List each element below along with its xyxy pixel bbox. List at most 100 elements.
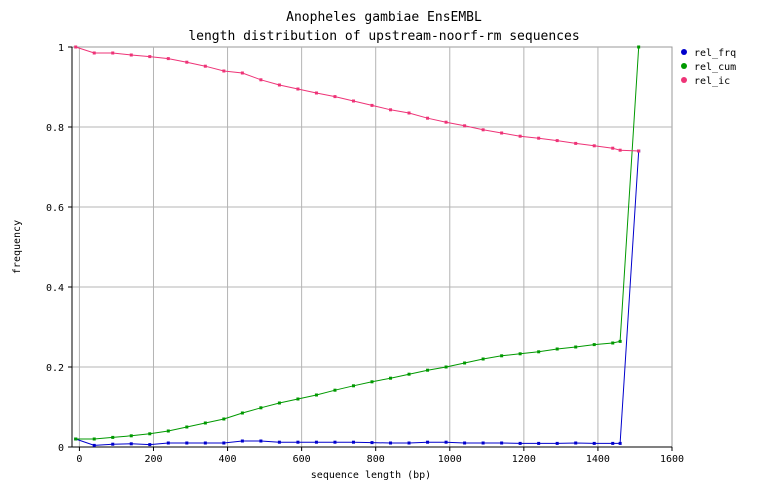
data-point-rel_cum	[537, 350, 541, 354]
data-point-rel_ic	[92, 51, 96, 55]
data-point-rel_ic	[333, 95, 337, 99]
data-point-rel_ic	[148, 55, 152, 59]
series-line-rel_cum	[75, 46, 640, 440]
y-tick-label: 0	[58, 443, 64, 454]
y-tick-label: 0.6	[46, 203, 64, 214]
data-point-rel_cum	[74, 437, 78, 441]
legend: rel_frq rel_cum rel_ic	[681, 48, 736, 87]
x-tick-label: 800	[367, 454, 385, 465]
data-point-rel_frq	[618, 441, 622, 445]
data-point-rel_frq	[222, 441, 226, 445]
data-point-rel_frq	[500, 441, 504, 445]
data-point-rel_cum	[555, 347, 559, 351]
data-point-rel_cum	[222, 417, 226, 421]
data-point-rel_frq	[129, 442, 133, 446]
data-point-rel_frq	[537, 441, 541, 445]
data-point-rel_ic	[444, 120, 448, 124]
data-point-rel_ic	[240, 71, 244, 75]
data-point-rel_frq	[407, 441, 411, 445]
x-tick-label: 0	[76, 454, 82, 465]
data-point-rel_ic	[592, 144, 596, 148]
chart-title: Anopheles gambiae EnsEMBL	[286, 10, 482, 25]
data-point-rel_ic	[518, 134, 522, 138]
data-point-rel_frq	[444, 440, 448, 444]
data-point-rel_cum	[277, 401, 281, 405]
data-point-rel_frq	[240, 439, 244, 443]
data-point-rel_cum	[296, 397, 300, 401]
data-point-rel_ic	[407, 111, 411, 115]
data-point-rel_cum	[407, 372, 411, 376]
legend-label-rel_cum: rel_cum	[694, 62, 736, 73]
data-point-rel_frq	[518, 441, 522, 445]
legend-label-rel_ic: rel_ic	[694, 76, 730, 87]
data-point-rel_ic	[555, 139, 559, 143]
data-point-rel_cum	[500, 354, 504, 358]
data-point-rel_frq	[203, 441, 207, 445]
data-point-rel_frq	[166, 441, 170, 445]
data-point-rel_frq	[426, 440, 430, 444]
data-point-rel_ic	[481, 128, 485, 132]
x-tick-label: 1200	[512, 454, 536, 465]
data-point-rel_cum	[389, 376, 393, 380]
y-tick-label: 0.4	[46, 283, 64, 294]
data-point-rel_ic	[129, 53, 133, 57]
data-point-rel_ic	[389, 108, 393, 112]
data-point-rel_ic	[74, 45, 78, 49]
data-point-rel_ic	[637, 149, 641, 153]
legend-marker-rel_frq	[681, 49, 687, 55]
legend-marker-rel_cum	[681, 63, 687, 69]
data-point-rel_frq	[389, 441, 393, 445]
data-point-rel_ic	[574, 141, 578, 145]
data-point-rel_ic	[203, 64, 207, 68]
x-tick-label: 400	[219, 454, 237, 465]
data-point-rel_cum	[351, 384, 355, 388]
x-tick-label: 1000	[438, 454, 462, 465]
data-point-rel_cum	[203, 421, 207, 425]
data-point-rel_cum	[166, 429, 170, 433]
data-point-rel_cum	[185, 425, 189, 429]
data-point-rel_ic	[351, 99, 355, 103]
data-point-rel_cum	[111, 435, 115, 439]
x-tick-label: 600	[293, 454, 311, 465]
y-tick-label: 0.2	[46, 363, 64, 374]
data-point-rel_cum	[592, 343, 596, 347]
data-point-rel_frq	[463, 441, 467, 445]
legend-marker-rel_ic	[681, 77, 687, 83]
data-point-rel_cum	[259, 406, 263, 410]
data-point-rel_cum	[426, 368, 430, 372]
data-point-rel_cum	[444, 365, 448, 369]
grid	[71, 46, 673, 448]
x-tick-label: 200	[144, 454, 162, 465]
x-tick-label: 1400	[586, 454, 610, 465]
data-point-rel_ic	[618, 148, 622, 152]
data-point-rel_ic	[185, 60, 189, 64]
data-point-rel_cum	[574, 345, 578, 349]
data-point-rel_ic	[463, 124, 467, 128]
data-point-rel_cum	[333, 388, 337, 392]
data-point-rel_frq	[111, 442, 115, 446]
y-tick-label: 1	[58, 43, 64, 54]
data-point-rel_cum	[129, 434, 133, 438]
data-point-rel_frq	[185, 441, 189, 445]
data-point-rel_frq	[296, 440, 300, 444]
data-point-rel_cum	[92, 437, 96, 441]
data-point-rel_ic	[259, 78, 263, 82]
data-point-rel_ic	[426, 116, 430, 120]
data-point-rel_frq	[370, 441, 374, 445]
data-point-rel_frq	[611, 441, 615, 445]
legend-label-rel_frq: rel_frq	[694, 48, 736, 59]
y-axis-label: frequency	[12, 220, 23, 274]
series-lines	[74, 45, 641, 447]
data-point-rel_cum	[240, 411, 244, 415]
data-point-rel_frq	[574, 441, 578, 445]
chart-subtitle: length distribution of upstream-noorf-rm…	[188, 29, 579, 44]
data-point-rel_frq	[555, 441, 559, 445]
data-point-rel_cum	[481, 357, 485, 361]
data-point-rel_cum	[370, 380, 374, 384]
data-point-rel_cum	[618, 339, 622, 343]
data-point-rel_frq	[277, 440, 281, 444]
data-point-rel_cum	[463, 361, 467, 365]
data-point-rel_ic	[222, 69, 226, 73]
series-line-rel_frq	[75, 150, 640, 446]
